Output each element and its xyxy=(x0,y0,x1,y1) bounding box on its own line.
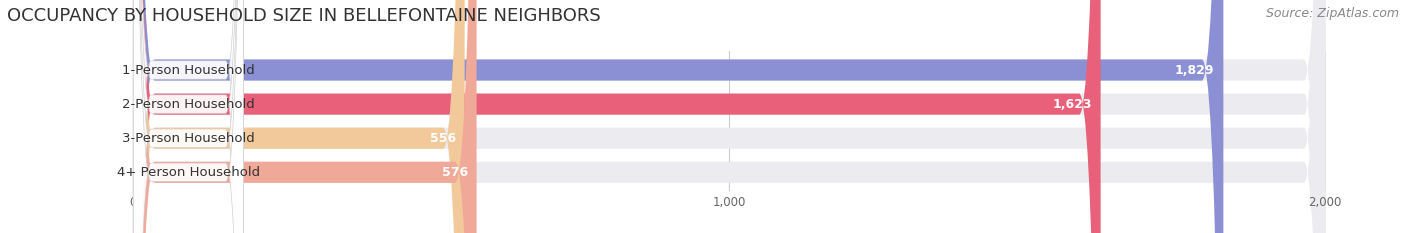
FancyBboxPatch shape xyxy=(134,0,1326,233)
FancyBboxPatch shape xyxy=(134,0,464,233)
Text: 1,623: 1,623 xyxy=(1052,98,1091,111)
FancyBboxPatch shape xyxy=(134,0,1101,233)
Text: 1-Person Household: 1-Person Household xyxy=(122,64,254,76)
FancyBboxPatch shape xyxy=(134,0,243,233)
FancyBboxPatch shape xyxy=(134,0,243,233)
FancyBboxPatch shape xyxy=(134,0,1223,233)
Text: 1,829: 1,829 xyxy=(1175,64,1215,76)
FancyBboxPatch shape xyxy=(134,0,1326,233)
FancyBboxPatch shape xyxy=(134,0,477,233)
FancyBboxPatch shape xyxy=(134,0,243,233)
Text: 2-Person Household: 2-Person Household xyxy=(122,98,254,111)
FancyBboxPatch shape xyxy=(134,0,1326,233)
Text: 556: 556 xyxy=(430,132,456,145)
FancyBboxPatch shape xyxy=(134,0,1326,233)
Text: 576: 576 xyxy=(441,166,468,179)
FancyBboxPatch shape xyxy=(134,0,243,233)
Text: OCCUPANCY BY HOUSEHOLD SIZE IN BELLEFONTAINE NEIGHBORS: OCCUPANCY BY HOUSEHOLD SIZE IN BELLEFONT… xyxy=(7,7,600,25)
Text: Source: ZipAtlas.com: Source: ZipAtlas.com xyxy=(1265,7,1399,20)
Text: 3-Person Household: 3-Person Household xyxy=(122,132,254,145)
Text: 4+ Person Household: 4+ Person Household xyxy=(117,166,260,179)
